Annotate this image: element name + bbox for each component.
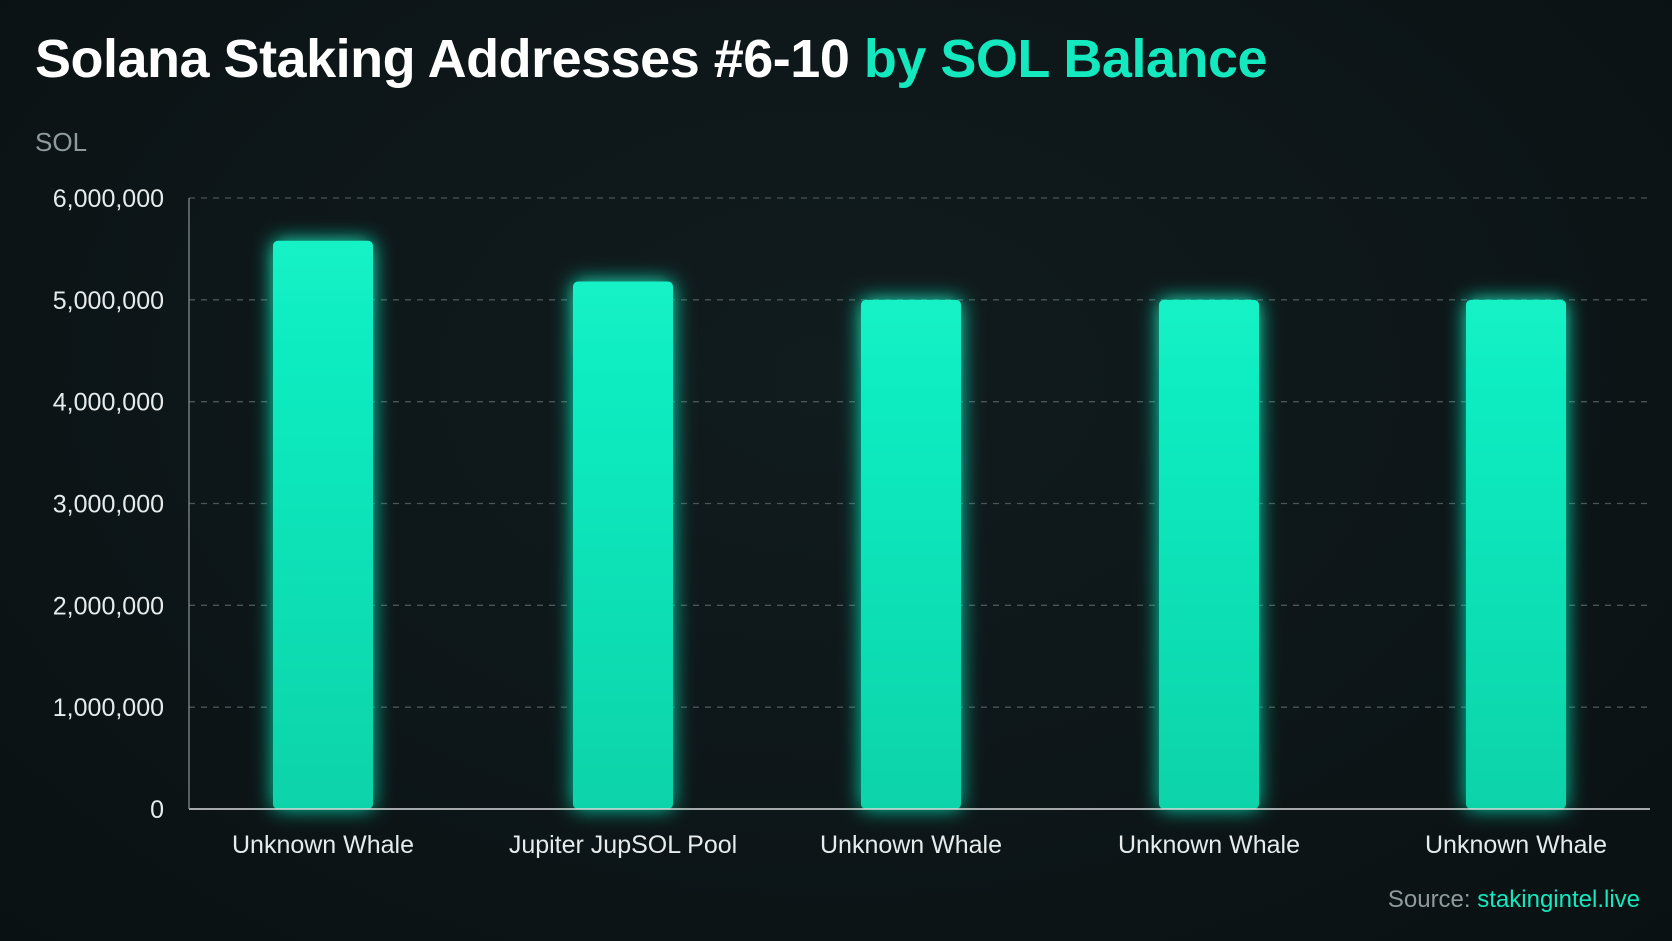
y-tick-label: 3,000,000 [53,491,164,519]
x-tick-label: Unknown Whale [232,831,414,859]
title-main: Solana Staking Addresses #6-10 [35,29,850,89]
source-link[interactable]: stakingintel.live [1477,886,1640,913]
source-label: Source: [1387,886,1471,913]
x-tick-label: Unknown Whale [1118,831,1300,859]
bar [573,281,673,810]
source-credit: Source: stakingintel.live [1388,886,1640,914]
x-tick-label: Unknown Whale [820,831,1002,859]
y-tick-label: 4,000,000 [53,389,164,417]
y-tick-label: 5,000,000 [53,287,164,315]
x-tick-label: Unknown Whale [1425,831,1607,859]
y-tick-label: 0 [150,796,164,824]
chart-title: Solana Staking Addresses #6-10 by SOL Ba… [35,28,1268,90]
title-accent: by SOL Balance [863,29,1268,89]
bar [1466,299,1566,809]
x-tick-label: Jupiter JupSOL Pool [509,831,737,859]
y-tick-label: 6,000,000 [53,185,164,213]
y-axis-unit-label: SOL [35,127,87,157]
y-tick-label: 1,000,000 [53,694,164,722]
bar [273,240,373,809]
x-axis-labels: Unknown Whale Jupiter JupSOL Pool Unknown … [232,831,1607,859]
bars [273,240,1566,810]
bar [1159,299,1259,809]
bar [861,299,961,809]
grid-lines [189,197,1650,708]
y-tick-label: 2,000,000 [53,592,164,620]
y-axis-ticks: 0 1,000,000 2,000,000 3,000,000 4,000,000 5,0… [53,185,164,824]
